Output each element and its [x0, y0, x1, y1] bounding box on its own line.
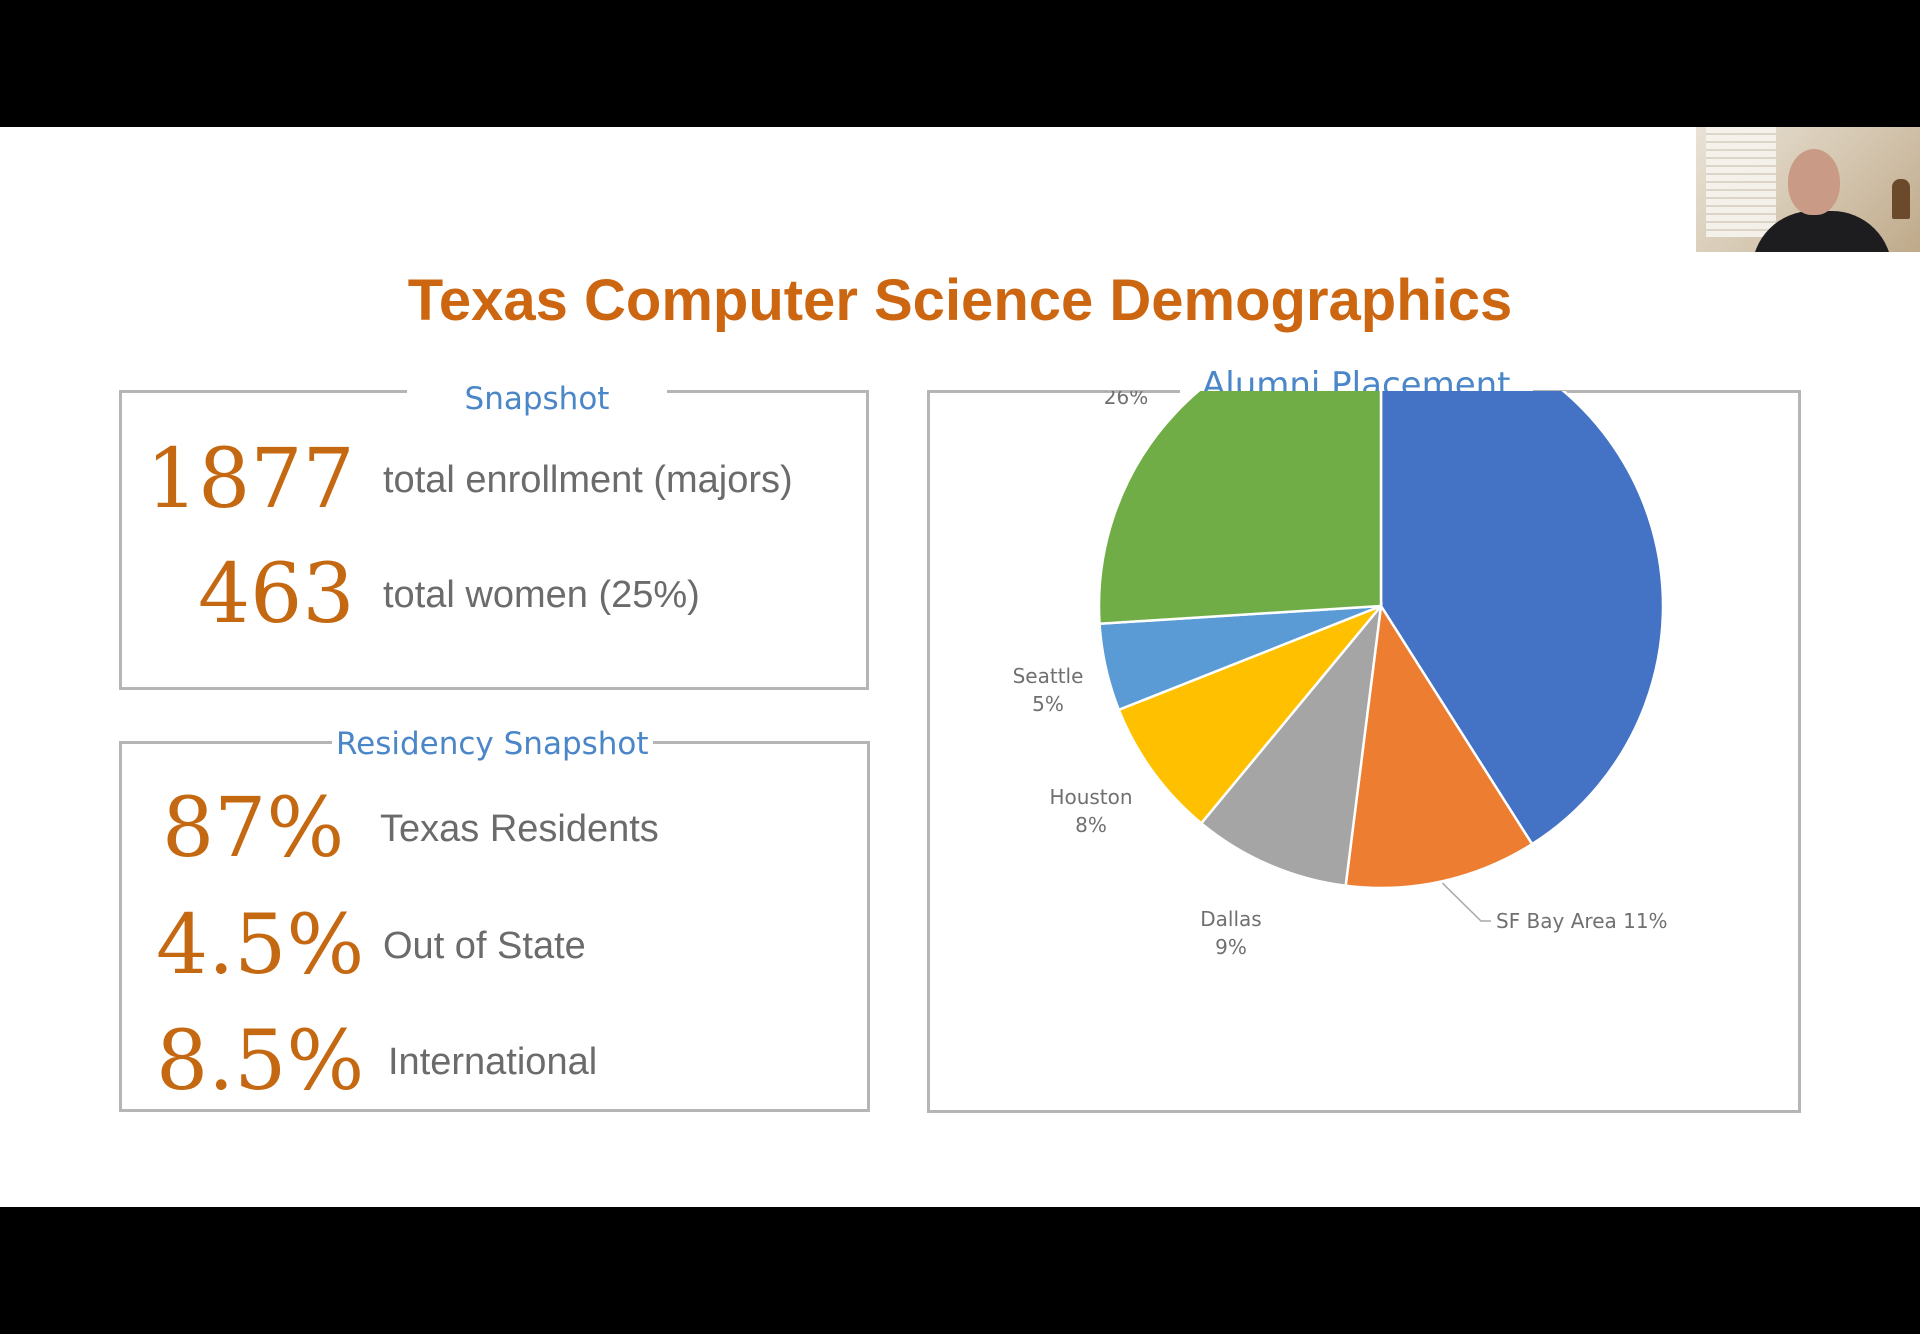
pie-label-sf-bay-area: SF Bay Area 11% — [1496, 909, 1668, 933]
out-of-state-label: Out of State — [383, 925, 586, 967]
statue-figure — [1892, 179, 1910, 219]
pie-chart-svg: Austin41%SF Bay Area 11%Dallas9%Houston8… — [1013, 322, 1668, 959]
presentation-slide: Texas Computer Science Demographics Snap… — [0, 127, 1920, 1207]
women-label: total women (25%) — [383, 574, 700, 616]
pie-label-value-dallas: 9% — [1215, 935, 1247, 959]
pie-label-value-seattle: 5% — [1032, 692, 1064, 716]
pie-label-name-houston: Houston — [1049, 785, 1132, 809]
pie-slice-dallas — [1199, 601, 1383, 888]
webcam-video-thumbnail[interactable] — [1696, 127, 1920, 252]
international-label: International — [388, 1041, 598, 1083]
snapshot-box: Snapshot 1877 total enrollment (majors) … — [119, 381, 869, 690]
pie-label-value-other: 26% — [1104, 391, 1148, 409]
residency-heading: Residency Snapshot — [332, 726, 653, 762]
alumni-placement-pie-chart: Austin41%SF Bay Area 11%Dallas9%Houston8… — [928, 322, 1800, 991]
women-value: 463 — [198, 547, 355, 642]
texas-residents-label: Texas Residents — [380, 808, 659, 850]
window-blinds — [1706, 127, 1776, 237]
slide-title: Texas Computer Science Demographics — [407, 268, 1513, 333]
pie-label-value-houston: 8% — [1075, 813, 1107, 837]
enrollment-label: total enrollment (majors) — [383, 459, 793, 501]
snapshot-stat-row: 1877 total enrollment (majors) — [122, 435, 866, 525]
presenter-head — [1788, 149, 1840, 215]
pie-slice-houston — [1117, 604, 1382, 826]
enrollment-value: 1877 — [146, 432, 355, 527]
out-of-state-value: 4.5% — [156, 898, 365, 993]
snapshot-heading: Snapshot — [407, 381, 667, 417]
pie-slice-other — [1097, 322, 1383, 626]
snapshot-stat-row: 463 total women (25%) — [122, 550, 866, 640]
residency-stat-row: 8.5% International — [122, 1017, 867, 1107]
pie-label-name-dallas: Dallas — [1200, 907, 1261, 931]
pie-slice-sf-bay-area — [1344, 602, 1534, 890]
residency-stat-row: 87% Texas Residents — [122, 784, 867, 874]
texas-residents-value: 87% — [162, 781, 345, 876]
pie-label-name-seattle: Seattle — [1013, 664, 1084, 688]
international-value: 8.5% — [156, 1014, 365, 1109]
residency-box: Residency Snapshot 87% Texas Residents 4… — [119, 726, 870, 1112]
sf-bay-area-leader-line — [1441, 882, 1491, 922]
residency-stat-row: 4.5% Out of State — [122, 901, 867, 991]
